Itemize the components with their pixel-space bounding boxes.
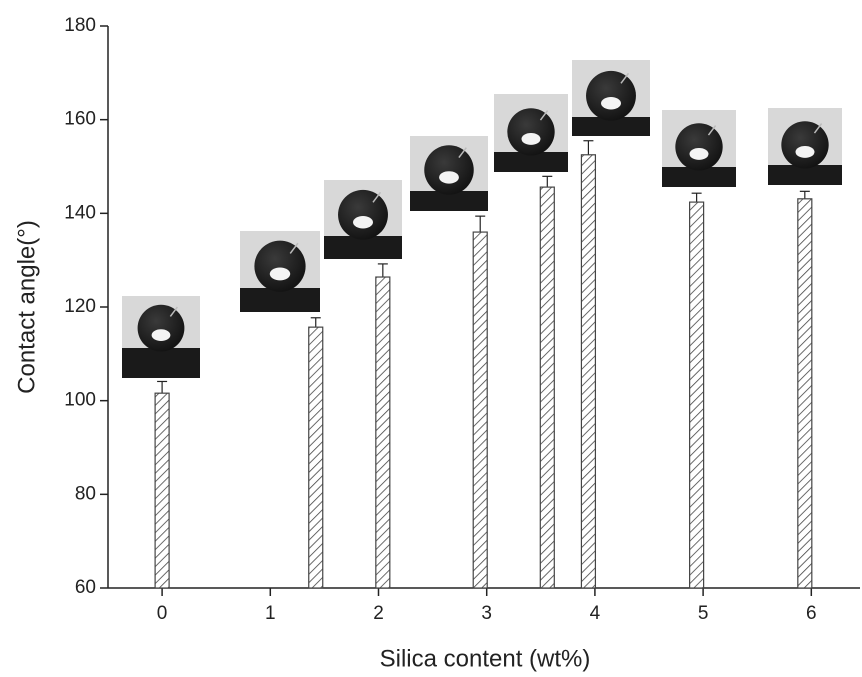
- droplet: [424, 145, 474, 195]
- droplet-highlight: [796, 146, 815, 158]
- y-tick-label: 100: [64, 390, 96, 411]
- x-tick-label: 1: [265, 603, 276, 624]
- x-tick-label: 4: [590, 603, 601, 624]
- bar: [376, 277, 390, 588]
- droplet: [138, 305, 185, 352]
- y-tick-label: 60: [75, 577, 96, 598]
- droplet-highlight: [152, 329, 171, 341]
- droplet-highlight: [690, 148, 709, 160]
- y-tick-label: 120: [64, 296, 96, 317]
- y-tick-label: 140: [64, 202, 96, 223]
- y-tick-label: 80: [75, 483, 96, 504]
- droplet-highlight: [522, 133, 541, 145]
- droplet-highlight: [439, 171, 459, 183]
- x-tick-label: 0: [157, 603, 168, 624]
- droplet: [586, 71, 636, 121]
- x-tick-label: 2: [373, 603, 384, 624]
- bar: [690, 202, 704, 588]
- bar: [581, 155, 595, 588]
- y-axis-label: Contact angle(°): [13, 220, 40, 394]
- droplet: [254, 241, 305, 292]
- bar: [798, 199, 812, 588]
- x-tick-label: 5: [698, 603, 709, 624]
- droplet: [675, 123, 722, 170]
- bar: [540, 187, 554, 588]
- x-axis-label: Silica content (wt%): [380, 645, 591, 672]
- x-tick-label: 6: [806, 603, 817, 624]
- bar: [473, 232, 487, 588]
- y-tick-label: 180: [64, 15, 96, 36]
- droplet: [338, 190, 388, 240]
- chart: Silica content (wt%) Contact angle(°) 60…: [0, 0, 862, 677]
- droplet-highlight: [353, 216, 373, 228]
- x-tick-label: 3: [481, 603, 492, 624]
- y-tick-label: 160: [64, 109, 96, 130]
- droplet-highlight: [601, 97, 621, 109]
- droplet-highlight: [270, 268, 290, 281]
- inset-base: [122, 348, 200, 378]
- bar: [309, 327, 323, 588]
- droplet: [507, 108, 554, 155]
- bar: [155, 393, 169, 588]
- droplet: [781, 121, 828, 168]
